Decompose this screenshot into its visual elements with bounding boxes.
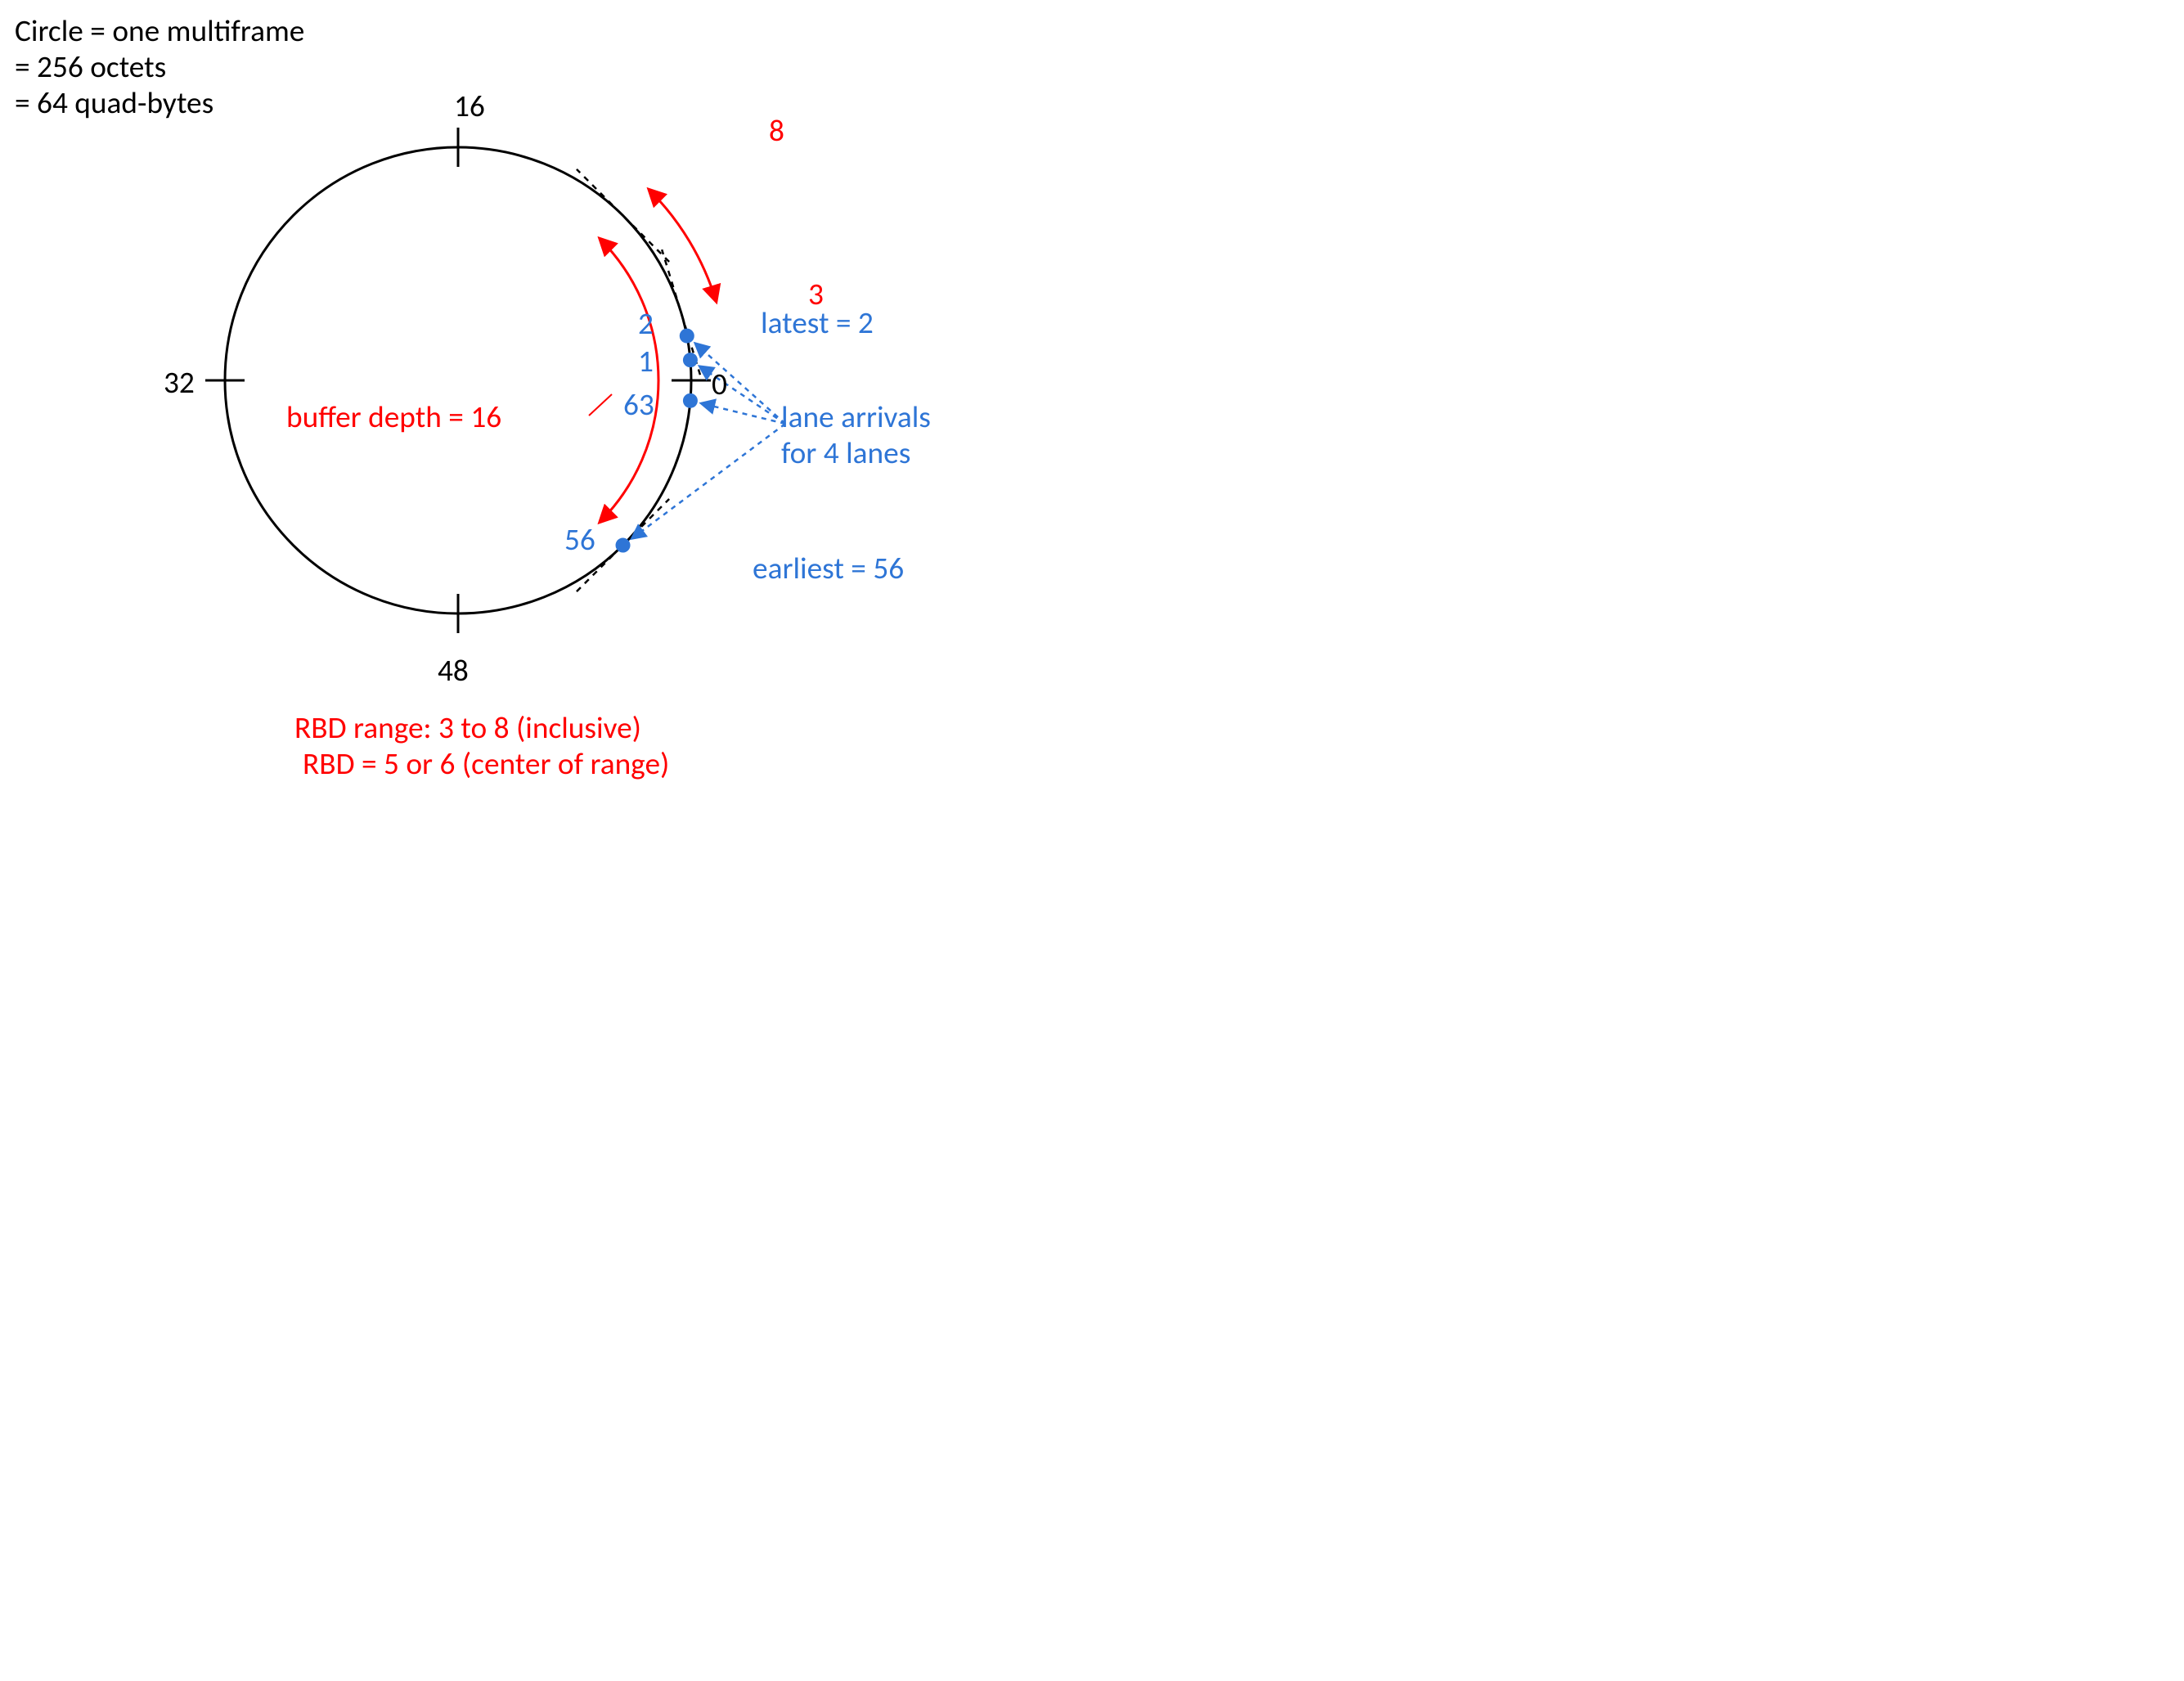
buffer-depth-label: buffer depth = 16 [286, 401, 501, 434]
header-line-1: Circle = one multiframe [15, 15, 304, 48]
tick-label-32: 32 [164, 366, 195, 400]
lane-arrivals-line-1: lane arrivals [781, 401, 931, 434]
earliest-label: earliest = 56 [753, 552, 904, 586]
tick-label-16: 16 [454, 90, 485, 124]
tick-label-48: 48 [438, 654, 469, 688]
tick-label-0: 0 [712, 368, 727, 402]
header-line-2: = 256 octets [15, 51, 166, 84]
header-line-3: = 64 quad-bytes [15, 87, 213, 120]
latest-label: latest = 2 [761, 307, 874, 340]
rbd-top-label: 8 [769, 115, 784, 148]
bottom-line-1: RBD range: 3 to 8 (inclusive) [294, 712, 641, 745]
lane-point-label-1: 1 [638, 345, 654, 379]
lane-arrivals-line-2: for 4 lanes [781, 437, 910, 470]
bottom-line-2: RBD = 5 or 6 (center of range) [303, 748, 669, 781]
diagram-stage: 1632480Circle = one multiframe = 256 oct… [0, 0, 1031, 793]
lane-point-label-56: 56 [564, 524, 595, 557]
lane-point-label-63: 63 [623, 389, 654, 422]
lane-point-label-2: 2 [638, 308, 654, 341]
